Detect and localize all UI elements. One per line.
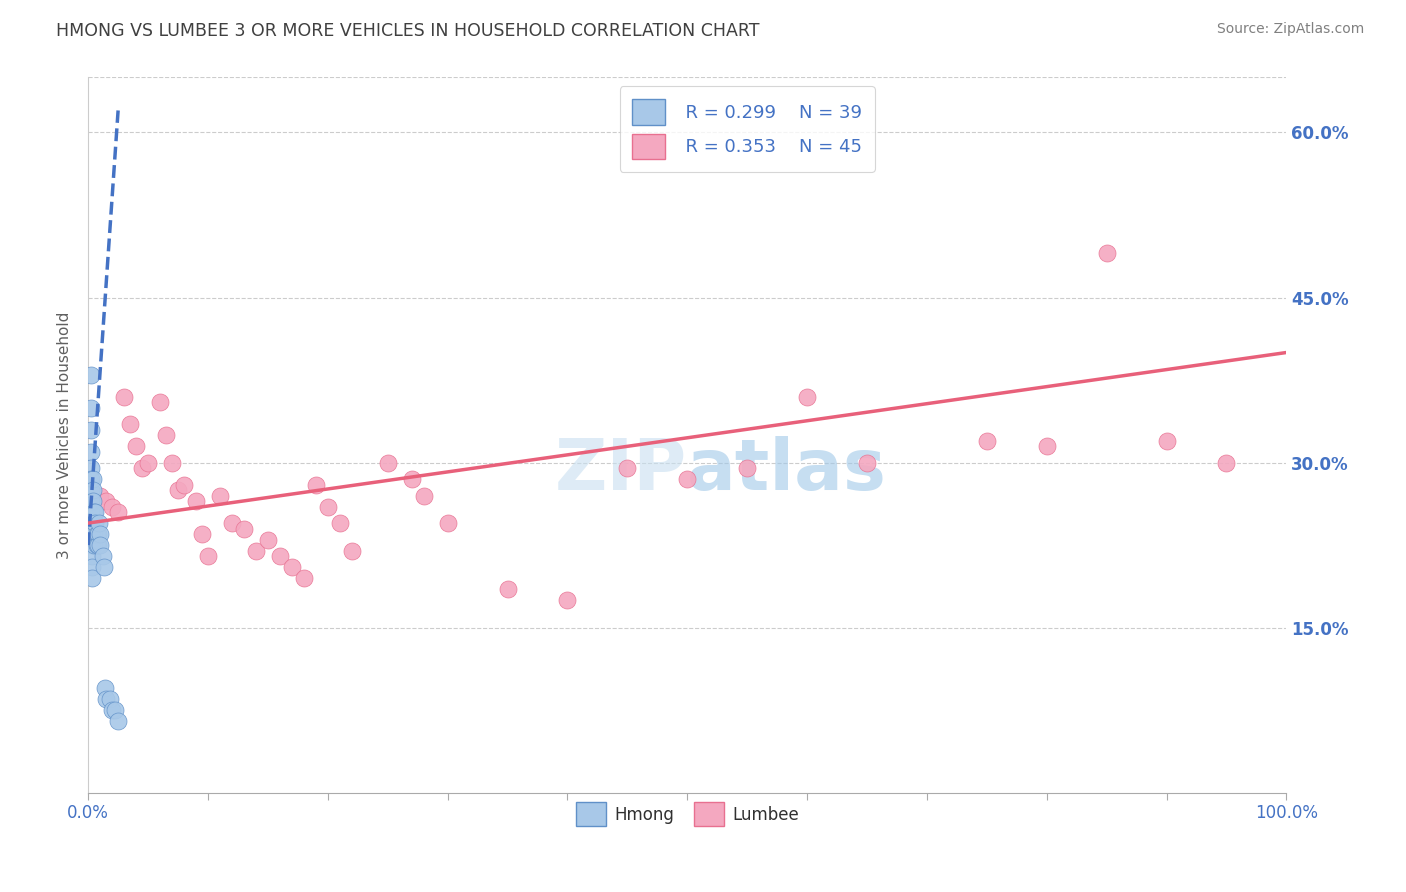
Point [136,456,159,470]
Point [80,538,103,552]
Point [676,472,699,486]
Text: Source: ZipAtlas.com: Source: ZipAtlas.com [1216,22,1364,37]
Point [86,538,108,552]
Point [329,516,352,530]
Point [316,500,339,514]
Point [735,461,758,475]
Point [160,456,183,470]
Point [82,494,104,508]
Point [87,527,110,541]
Point [84,516,107,530]
Point [184,494,207,508]
Text: ZIP: ZIP [555,436,688,505]
Point [79,494,101,508]
Point [94,494,117,508]
Point [167,483,190,497]
Point [155,428,177,442]
Point [93,560,115,574]
Point [84,505,107,519]
Point [496,582,519,596]
Point [257,533,280,547]
Point [107,714,129,728]
Point [305,477,328,491]
Point [197,549,219,563]
Point [616,461,638,475]
Point [340,543,363,558]
Point [976,434,998,448]
Point [79,472,101,486]
Point [269,549,291,563]
Point [131,461,153,475]
Point [79,401,101,415]
Point [87,516,110,530]
Legend: Hmong, Lumbee: Hmong, Lumbee [567,794,807,834]
Point [245,543,267,558]
Point [87,538,110,552]
Point [1095,246,1118,260]
Point [412,489,434,503]
Point [79,368,101,382]
Point [83,505,105,519]
Point [107,505,129,519]
Text: HMONG VS LUMBEE 3 OR MORE VEHICLES IN HOUSEHOLD CORRELATION CHART: HMONG VS LUMBEE 3 OR MORE VEHICLES IN HO… [56,22,759,40]
Point [1035,439,1057,453]
Point [89,489,111,503]
Point [856,456,879,470]
Point [173,477,195,491]
Point [125,439,148,453]
Point [94,681,117,695]
Point [377,456,399,470]
Point [82,483,104,497]
Point [94,692,117,706]
Point [232,522,254,536]
Point [86,527,108,541]
Point [83,516,105,530]
Point [79,461,101,475]
Point [80,571,103,585]
Point [557,593,579,607]
Point [796,390,818,404]
Point [191,527,214,541]
Point [101,500,124,514]
Point [101,703,124,717]
Point [221,516,243,530]
Point [103,703,125,717]
Point [89,538,111,552]
Point [82,472,104,486]
Point [98,692,121,706]
Text: atlas: atlas [688,436,887,505]
Point [80,527,103,541]
Point [83,527,105,541]
Point [91,549,114,563]
Point [112,390,135,404]
Point [80,549,103,563]
Point [80,560,103,574]
Point [89,527,111,541]
Point [1215,456,1237,470]
Point [79,505,101,519]
Point [401,472,423,486]
Point [79,423,101,437]
Point [292,571,315,585]
Y-axis label: 3 or more Vehicles in Household: 3 or more Vehicles in Household [58,311,72,558]
Point [1156,434,1178,448]
Point [79,444,101,458]
Point [83,538,105,552]
Point [281,560,304,574]
Point [149,395,172,409]
Point [436,516,458,530]
Point [120,417,142,431]
Point [208,489,231,503]
Point [79,516,101,530]
Point [79,483,101,497]
